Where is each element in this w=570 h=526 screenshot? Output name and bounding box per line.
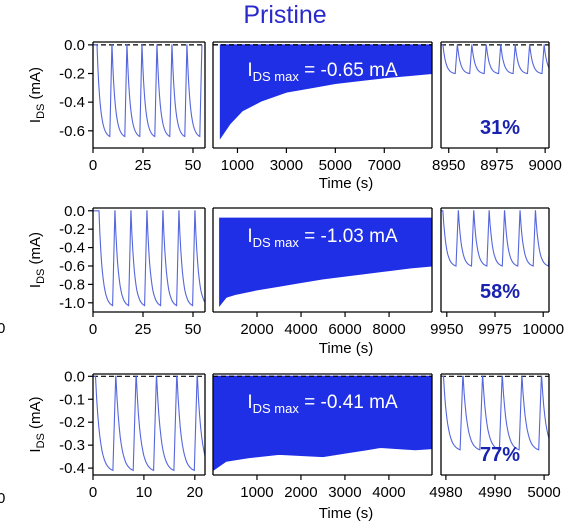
x-tick-label: 25 (135, 321, 152, 338)
y-tick-label: -1.0 (59, 295, 85, 312)
retention-percent: 31% (480, 117, 520, 139)
x-tick-label: 0 (89, 157, 97, 174)
y-tick-label: -0.3 (59, 437, 85, 454)
x-tick-label: 9950 (430, 321, 463, 338)
series-pulse-line (441, 44, 549, 75)
x-tick-label: 4990 (478, 484, 511, 501)
retention-percent: 77% (480, 444, 520, 466)
panel-3: 8950 8975 9000 (432, 41, 562, 174)
subplot-row-3: IDS (mA) 0.0 -0.1 -0.2 -0.3 -0.4 Time (s) 0 10 20… (27, 368, 561, 522)
x-tick-label: 8950 (432, 157, 465, 174)
x-tick-label: 9000 (528, 157, 561, 174)
x-tick-label: 4000 (284, 321, 317, 338)
x-tick-label: 6000 (328, 321, 361, 338)
plot-area (93, 375, 205, 472)
y-tick-label: -0.8 (59, 276, 85, 293)
y-tick-label: -0.1 (59, 391, 85, 408)
ids-max-annotation: IDS max = -0.41 mA (247, 392, 398, 416)
x-tick-label: 3000 (328, 484, 361, 501)
plot-area (441, 210, 549, 267)
x-tick-label: 0 (89, 321, 97, 338)
y-tick-label: 0.0 (64, 368, 85, 385)
y-tick-label: -0.2 (59, 66, 85, 83)
y-tick-label: -0.2 (59, 221, 85, 238)
series-pulse-line (93, 44, 203, 138)
x-tick-label: 2000 (284, 484, 317, 501)
plot-area (441, 375, 549, 451)
panel-1: 0 25 50 (88, 207, 206, 338)
x-tick-label: 8975 (480, 157, 513, 174)
panel-1: 0 10 20 (88, 373, 206, 501)
y-tick-label: -0.6 (59, 258, 85, 275)
x-tick-label: 8000 (372, 321, 405, 338)
subplot-row-2: IDS (mA) 0.0-0.2 -0.4-0.6-0.8 -1.0 Time (s) 0… (27, 203, 564, 357)
x-tick-label: 5000 (319, 157, 352, 174)
x-tick-label: 3000 (270, 157, 303, 174)
x-tick-label: 0 (89, 484, 97, 501)
x-tick-label: 7000 (368, 157, 401, 174)
x-tick-label: 4980 (429, 484, 462, 501)
ids-max-annotation: IDS max = -1.03 mA (247, 226, 398, 250)
y-tick-label: 0.0 (64, 37, 85, 54)
series-envelope-band (219, 217, 432, 307)
y-tick-label: 0.0 (64, 203, 85, 220)
plot-area (219, 217, 432, 307)
x-axis-label: Time (s) (319, 505, 373, 522)
cutoff-label: 0 (0, 490, 5, 507)
x-tick-label: 10 (136, 484, 153, 501)
x-tick-label: 25 (135, 157, 152, 174)
series-pulse-line (93, 210, 205, 307)
x-axis-label: Time (s) (319, 175, 373, 192)
x-tick-label: 4000 (372, 484, 405, 501)
series-pulse-line (441, 375, 549, 451)
ids-max-annotation: IDS max = -0.65 mA (247, 60, 398, 84)
series-envelope-band (219, 44, 432, 140)
panel-3: 9950 9975 10000 (430, 207, 564, 338)
x-tick-label: 10000 (522, 321, 564, 338)
y-axis-label: IDS (mA) (27, 232, 47, 288)
plot-area (93, 210, 205, 307)
x-tick-label: 20 (186, 484, 203, 501)
x-tick-label: 5000 (527, 484, 560, 501)
y-tick-label: -0.4 (59, 460, 85, 477)
y-tick-label: -0.6 (59, 123, 85, 140)
y-axis-label: IDS (mA) (27, 67, 47, 123)
cutoff-label: 0 (0, 320, 5, 337)
y-tick-label: -0.4 (59, 94, 85, 111)
x-tick-label: 1000 (221, 157, 254, 174)
y-axis-label: IDS (mA) (27, 396, 47, 452)
x-tick-label: 1000 (240, 484, 273, 501)
series-pulse-line (93, 375, 205, 472)
series-pulse-line (441, 210, 549, 267)
y-tick-label: -0.2 (59, 414, 85, 431)
x-tick-label: 2000 (240, 321, 273, 338)
panel-1: 0 25 50 (88, 41, 206, 174)
x-tick-label: 50 (185, 157, 202, 174)
plot-area (441, 44, 549, 75)
subplot-row-1: IDS (mA) 0.0 -0.2 -0.4 -0.6 Time (s) 0 25 50 1000… (27, 37, 562, 192)
panel-2: 1000 2000 3000 4000 (212, 373, 433, 501)
panel-3: 4980 4990 5000 (429, 373, 561, 501)
series-envelope-band (213, 375, 432, 472)
x-tick-label: 50 (185, 321, 202, 338)
plot-area (213, 375, 432, 472)
x-tick-label: 9975 (478, 321, 511, 338)
plot-area (93, 44, 205, 138)
panel-2: 2000 4000 6000 8000 (212, 207, 433, 338)
page-title: Pristine (243, 1, 327, 29)
plot-area (213, 44, 432, 140)
retention-percent: 58% (480, 281, 520, 303)
x-axis-label: Time (s) (319, 340, 373, 357)
panel-2: 1000 3000 5000 7000 (212, 41, 433, 174)
y-tick-label: -0.4 (59, 240, 85, 257)
